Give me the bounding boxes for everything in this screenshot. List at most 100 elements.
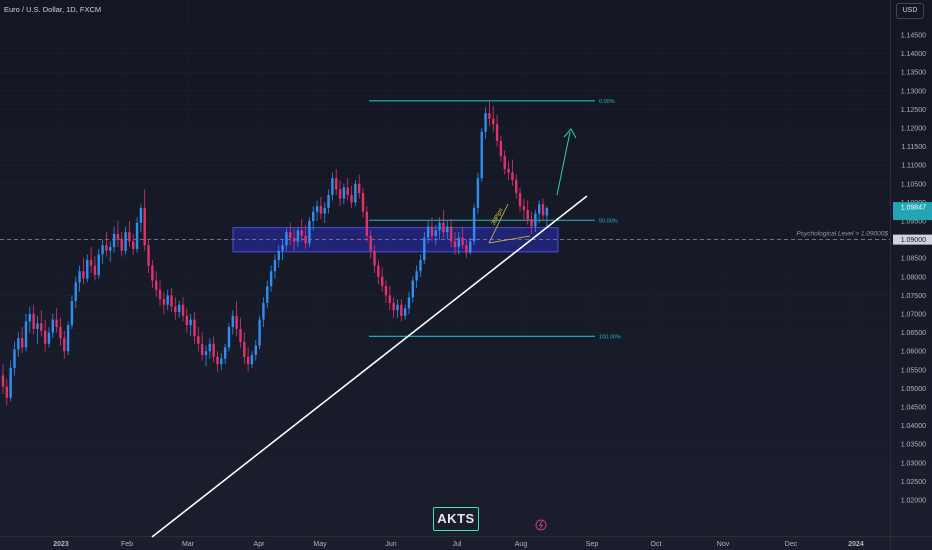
currency-button[interactable]: USD — [896, 3, 924, 19]
candle-body — [419, 260, 422, 272]
candle-body — [47, 332, 51, 344]
candle-body — [235, 315, 238, 329]
candle-body — [423, 237, 426, 261]
time-axis[interactable]: 2023 Feb Mar Apr May Jun Jul Aug Sep Oct Nov Dec 202… — [53, 541, 864, 548]
candle-body — [335, 178, 338, 190]
candle-body — [155, 280, 158, 290]
candle-body — [384, 286, 388, 296]
pips-line — [488, 203, 509, 244]
candle-body — [93, 265, 97, 275]
price-tick-label: 1.03000 — [901, 460, 926, 467]
candle-body — [526, 209, 529, 220]
time-tick-label: Nov — [717, 541, 730, 548]
price-tick-label: 1.11000 — [901, 163, 926, 170]
candle-body — [212, 343, 215, 357]
price-tick-label: 1.03500 — [901, 442, 926, 449]
arrow-head — [563, 128, 577, 139]
candle-body — [511, 172, 514, 181]
trendline[interactable] — [151, 195, 588, 538]
candle-body — [112, 234, 116, 248]
candle-body — [380, 276, 384, 287]
candle-body — [9, 367, 12, 398]
candle-body — [522, 206, 526, 210]
price-tick-label: 1.08500 — [901, 256, 926, 263]
candle-body — [472, 207, 476, 242]
candle-body — [476, 178, 480, 208]
candle-body — [78, 271, 81, 283]
candle-body — [403, 308, 407, 316]
candle-body — [312, 211, 315, 221]
time-tick-label: Dec — [785, 541, 798, 548]
support-zone[interactable] — [232, 227, 559, 253]
time-tick-label: Apr — [254, 541, 266, 548]
candle-body — [204, 351, 208, 355]
candle-body — [331, 178, 334, 195]
candle-body — [177, 304, 181, 313]
candle-body — [289, 232, 292, 238]
candle-body — [373, 250, 376, 266]
bullish-arrow[interactable] — [556, 128, 577, 196]
candle-body — [243, 341, 246, 357]
time-tick-label: Jun — [385, 541, 396, 548]
current-price-box — [893, 202, 932, 221]
candle-body — [43, 330, 47, 344]
price-tick-label: 1.06000 — [901, 349, 926, 356]
candle-body — [89, 260, 93, 266]
candle-body — [503, 155, 506, 169]
candle-body — [128, 232, 131, 242]
candle-body — [338, 189, 342, 199]
candle-body — [469, 241, 472, 253]
candle-body — [346, 187, 349, 195]
lightning-circle — [535, 519, 547, 531]
candle-body — [426, 226, 430, 238]
candle-body — [36, 323, 39, 329]
candle-body — [361, 193, 365, 212]
candle-body — [70, 300, 74, 326]
candle-body — [120, 239, 123, 251]
candle-body — [216, 356, 219, 365]
price-tick-label: 1.14500 — [901, 33, 926, 40]
candle-body — [143, 207, 146, 246]
candle-body — [231, 315, 234, 328]
candle-body — [518, 193, 522, 207]
candle-body — [465, 245, 468, 253]
candle-body — [250, 354, 254, 365]
candle-body — [388, 295, 392, 303]
candle-body — [354, 183, 357, 203]
candle-body — [170, 295, 173, 307]
candle-body — [315, 206, 319, 212]
time-tick-label: Sep — [586, 541, 599, 548]
candle-body — [51, 319, 54, 333]
candle-body — [415, 271, 418, 281]
candle-body — [135, 222, 139, 249]
candle-body — [342, 187, 346, 199]
candle-body — [507, 168, 510, 173]
price-tick-label: 1.04500 — [901, 405, 926, 412]
candle-body — [377, 265, 380, 277]
candle-body — [515, 180, 518, 194]
candle-body — [273, 260, 277, 272]
candle-body — [32, 314, 35, 329]
candle-body — [132, 241, 135, 249]
candle-body — [97, 254, 100, 275]
candle-body — [350, 194, 353, 203]
candle-body — [254, 345, 257, 355]
price-tick-label: 1.14000 — [901, 51, 926, 58]
candle-body — [220, 358, 223, 365]
lightning-bolt — [538, 520, 544, 530]
price-tick-label: 1.10500 — [901, 181, 926, 188]
candle-body — [304, 235, 307, 244]
candle-body — [28, 314, 32, 322]
price-tick-label: 1.12000 — [901, 126, 926, 133]
lightning-icon[interactable] — [535, 519, 547, 531]
candle-body — [541, 204, 545, 216]
candle-body — [174, 306, 177, 313]
candle-body — [246, 356, 250, 365]
price-tick-label: 1.12500 — [901, 107, 926, 114]
fib-level-label: 50.00% — [599, 218, 618, 224]
candle-body — [193, 319, 196, 337]
candle-body — [262, 302, 265, 320]
time-tick-label: Oct — [651, 541, 662, 548]
candle-body — [151, 265, 154, 281]
